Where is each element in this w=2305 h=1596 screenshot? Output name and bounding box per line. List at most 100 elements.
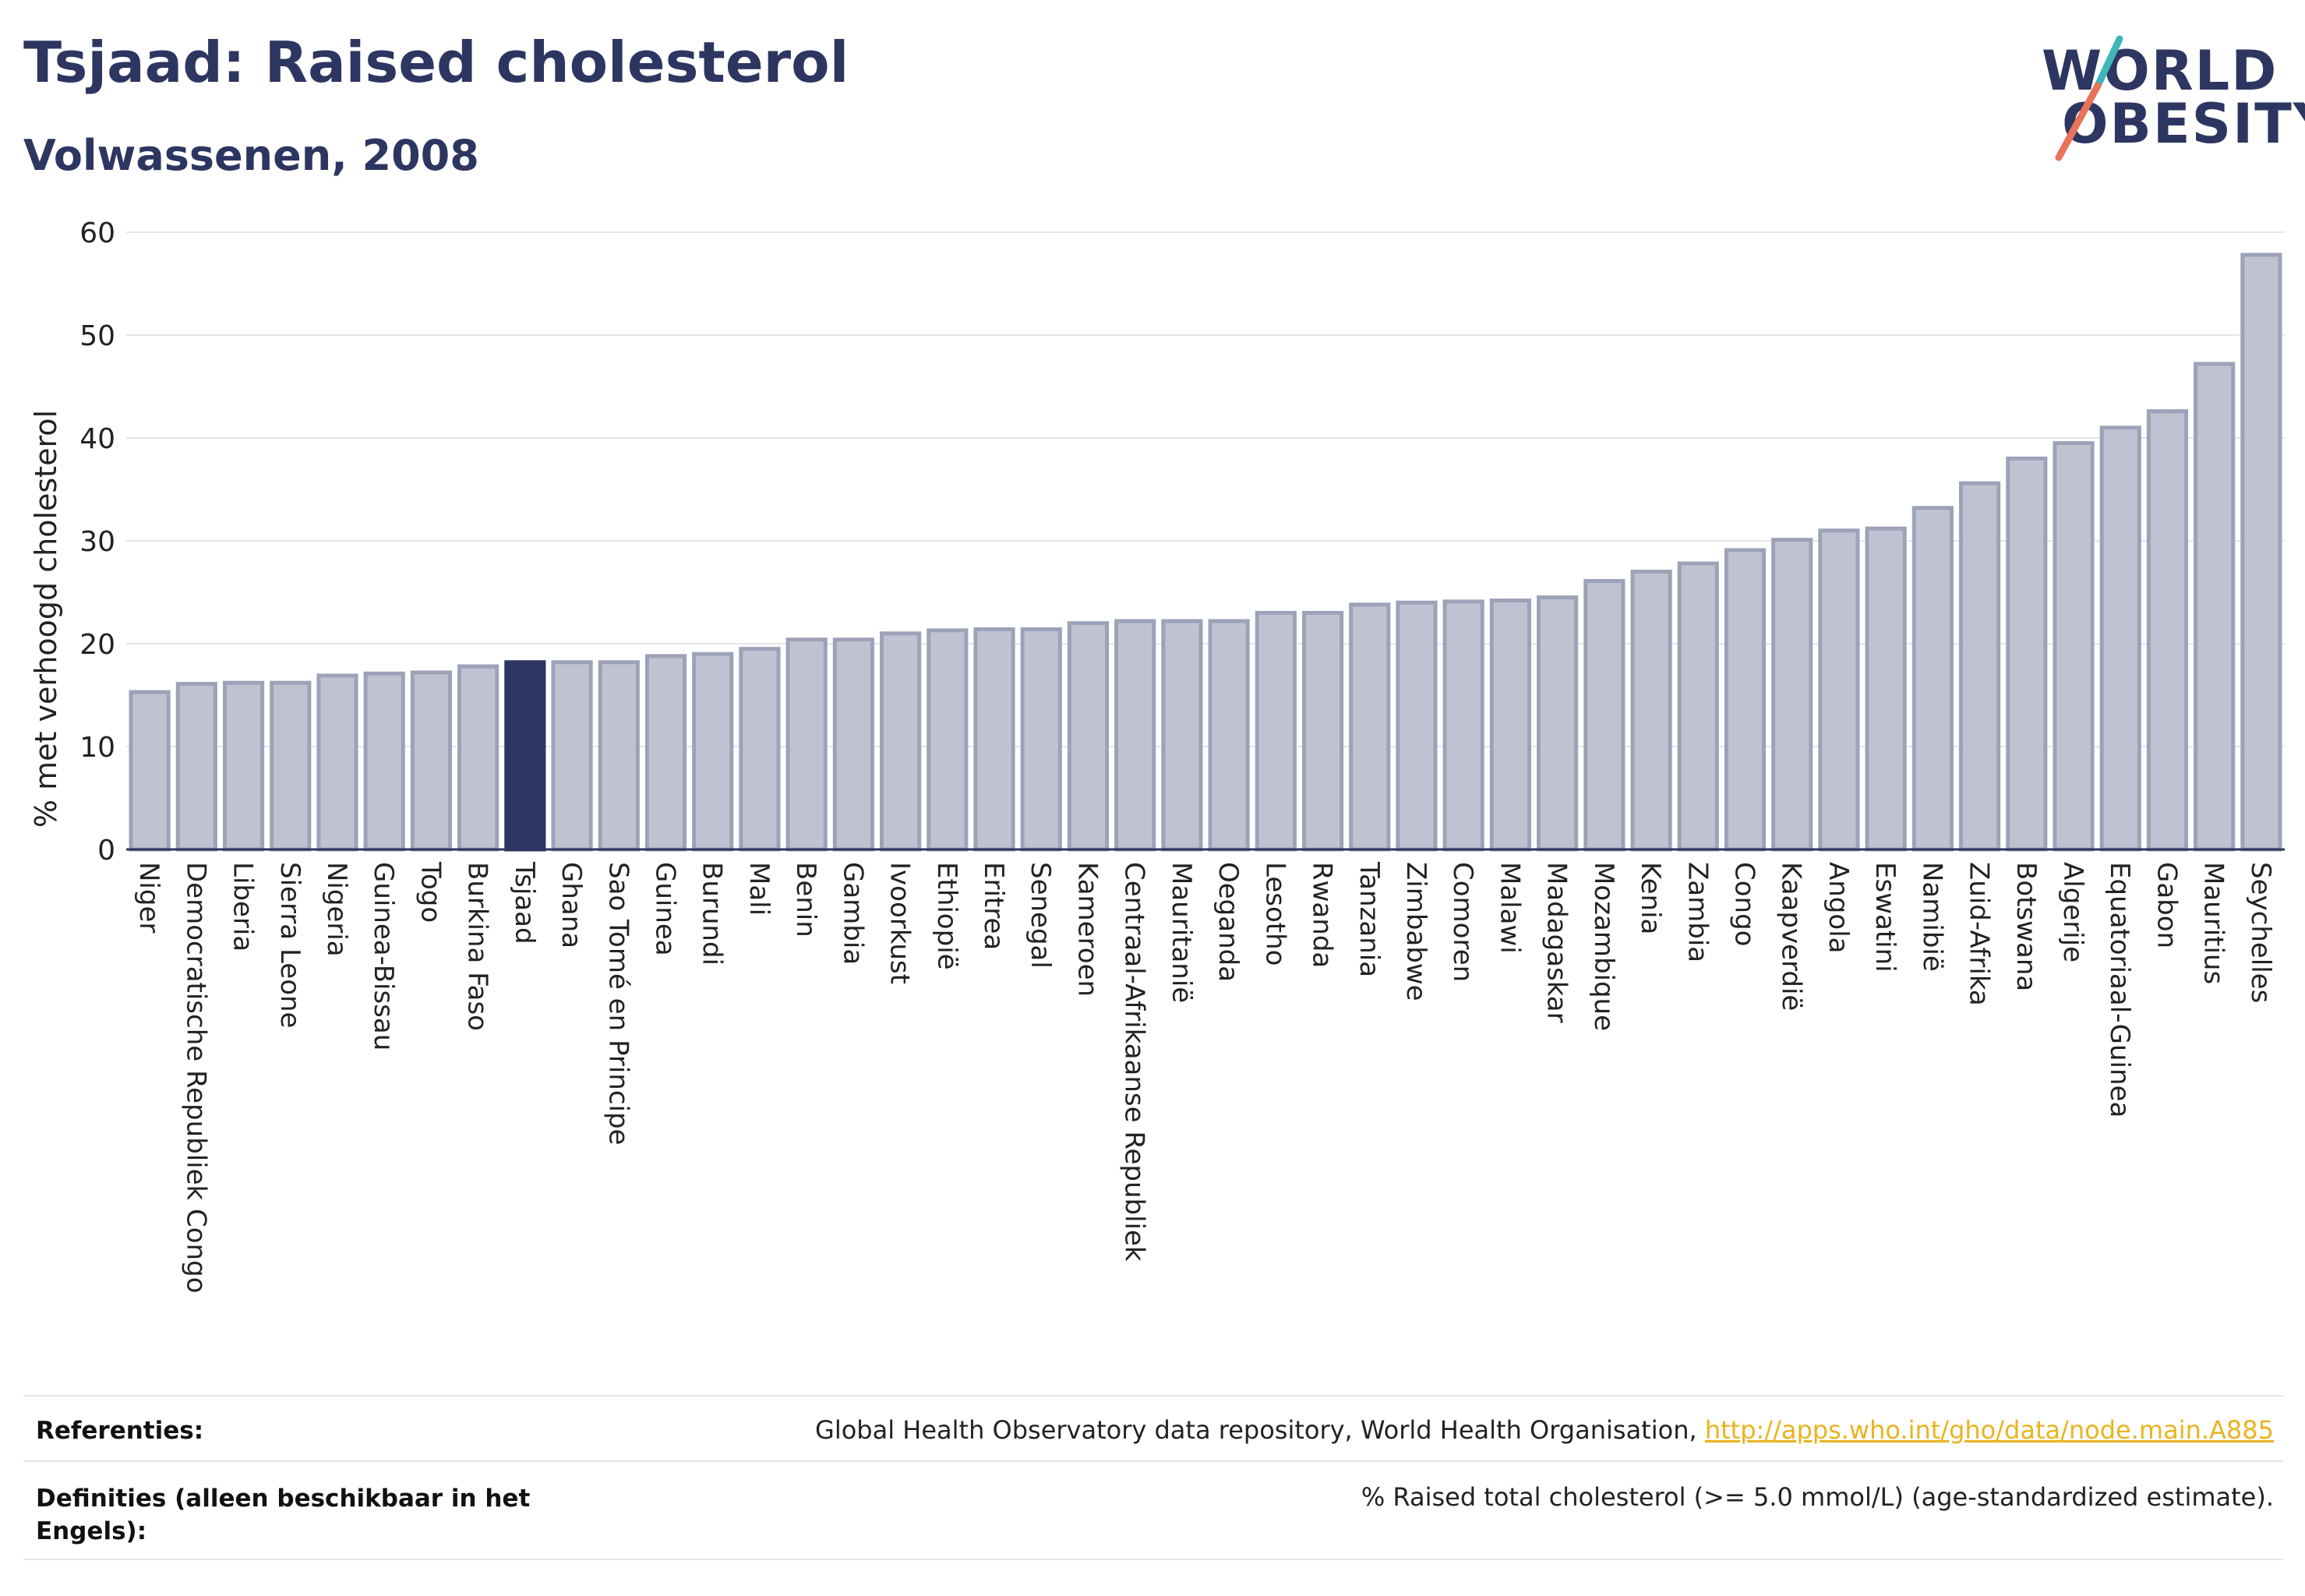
- x-tick-label: Sao Tomé en Principe: [602, 862, 634, 1145]
- bar: [1161, 619, 1203, 852]
- x-tick-label: Oeganda: [1213, 862, 1244, 982]
- references-link[interactable]: http://apps.who.int/gho/data/node.main.A…: [1704, 1415, 2274, 1445]
- bar: [785, 637, 828, 852]
- bar: [2240, 252, 2282, 852]
- y-tick-label: 50: [79, 320, 115, 352]
- chart-title: Tsjaad: Raised cholesterol: [23, 30, 849, 95]
- x-tick-label: Kameroen: [1071, 862, 1103, 997]
- bar: [270, 680, 312, 852]
- bar: [316, 673, 358, 852]
- footer-divider-top: [23, 1395, 2283, 1396]
- x-tick-label: Burkina Faso: [462, 862, 493, 1031]
- bar: [1396, 600, 1438, 852]
- bar: [644, 654, 687, 852]
- x-tick-label: Senegal: [1025, 862, 1056, 969]
- y-tick-label: 30: [79, 526, 115, 558]
- bar: [1865, 526, 1907, 852]
- bar: [2006, 456, 2048, 852]
- bar: [1020, 627, 1062, 852]
- x-tick-label: Kenia: [1635, 862, 1666, 934]
- references-text: Global Health Observatory data repositor…: [815, 1415, 2274, 1445]
- bar: [1583, 578, 1626, 852]
- x-tick-label: Centraal-Afrikaanse Republiek: [1119, 862, 1150, 1262]
- x-tick-label: Gambia: [837, 862, 868, 965]
- bar: [1067, 621, 1110, 852]
- x-tick-label: Angola: [1823, 862, 1854, 953]
- bar: [927, 628, 969, 852]
- x-tick-label: Burundi: [697, 862, 728, 966]
- x-tick-label: Togo: [415, 861, 446, 923]
- world-obesity-logo: WORLD OBESITY: [2034, 31, 2305, 164]
- y-axis-ticks: 0 10 20 30 40 50 60: [79, 217, 115, 867]
- x-tick-label: Eswatini: [1869, 862, 1901, 973]
- bar: [1771, 538, 1813, 852]
- footer-divider-bottom: [23, 1559, 2283, 1560]
- bar: [1630, 570, 1672, 852]
- x-tick-label: Zimbabwe: [1400, 862, 1431, 1001]
- x-tick-label: Sierra Leone: [274, 862, 305, 1028]
- x-tick-label: Gabon: [2151, 862, 2182, 948]
- bar: [1537, 595, 1579, 852]
- y-axis-label: % met verhoogd cholesterol: [29, 410, 63, 828]
- logo-slash-icon: [2055, 35, 2123, 161]
- y-tick-label: 20: [79, 629, 115, 661]
- x-tick-label: Kaapverdië: [1776, 862, 1807, 1011]
- definitions-label: Definities (alleen beschikbaar in het En…: [36, 1485, 531, 1545]
- x-tick-label: Algerije: [2057, 862, 2088, 962]
- x-tick-label: Nigeria: [321, 862, 352, 957]
- bar: [363, 671, 405, 852]
- y-tick-label: 40: [79, 423, 115, 455]
- bar-highlighted: [504, 660, 546, 852]
- bar: [129, 690, 171, 852]
- bar: [1677, 561, 1719, 852]
- bar: [175, 681, 217, 852]
- x-tick-label: Eritrea: [978, 862, 1009, 950]
- x-tick-label: Equatoriaal-Guinea: [2104, 862, 2135, 1118]
- bar-chart: 0 10 20 30 40 50 60 % met verhoogd cholesterol…: [29, 217, 2285, 1294]
- x-tick-label: Tanzania: [1354, 861, 1385, 977]
- y-tick-label: 10: [79, 732, 115, 764]
- bar: [1301, 610, 1344, 852]
- bar: [551, 660, 593, 852]
- x-tick-label: Benin: [790, 862, 821, 937]
- bar: [832, 637, 874, 852]
- bar: [1489, 598, 1531, 852]
- bar: [1349, 602, 1391, 852]
- x-tick-label: Guinea-Bissau: [368, 862, 399, 1050]
- definitions-text: % Raised total cholesterol (>= 5.0 mmol/…: [1361, 1482, 2274, 1512]
- references-source: Global Health Observatory data repositor…: [815, 1415, 1705, 1445]
- x-tick-label: Mauritanië: [1166, 862, 1197, 1003]
- x-tick-label: Mozambique: [1588, 862, 1619, 1031]
- x-tick-label: Zuid-Afrika: [1964, 862, 1995, 1006]
- bars: [129, 252, 2282, 852]
- x-tick-label: Comoren: [1447, 862, 1478, 982]
- bar: [973, 627, 1015, 852]
- bar: [1208, 619, 1250, 852]
- bar: [880, 631, 922, 852]
- y-tick-label: 60: [79, 217, 115, 249]
- references-label: Referenties:: [36, 1417, 204, 1445]
- x-tick-label: Congo: [1729, 862, 1760, 946]
- bar: [457, 664, 499, 852]
- x-tick-label: Ethiopië: [931, 862, 962, 970]
- x-tick-label: Botswana: [2010, 862, 2042, 991]
- logo-line-1: WORLD: [2042, 39, 2279, 103]
- x-tick-label: Ivoorkust: [884, 862, 916, 984]
- bar: [410, 670, 453, 852]
- x-tick-label: Mali: [743, 862, 775, 916]
- x-tick-label: Madagaskar: [1541, 862, 1573, 1023]
- x-tick-label: Tsjaad: [509, 861, 540, 945]
- chart-subtitle: Volwassenen, 2008: [23, 131, 479, 180]
- y-tick-label: 0: [97, 835, 115, 867]
- x-tick-label: Liberia: [228, 862, 259, 952]
- bar: [222, 680, 265, 852]
- bar: [1911, 506, 1954, 852]
- bar: [1724, 548, 1767, 852]
- bar: [692, 651, 734, 852]
- x-tick-label: Mauritius: [2198, 862, 2229, 984]
- x-tick-label: Namibië: [1916, 862, 1947, 972]
- x-tick-label: Guinea: [650, 862, 681, 956]
- bar: [739, 647, 781, 852]
- x-tick-label: Lesotho: [1259, 862, 1290, 966]
- bar: [1255, 610, 1297, 852]
